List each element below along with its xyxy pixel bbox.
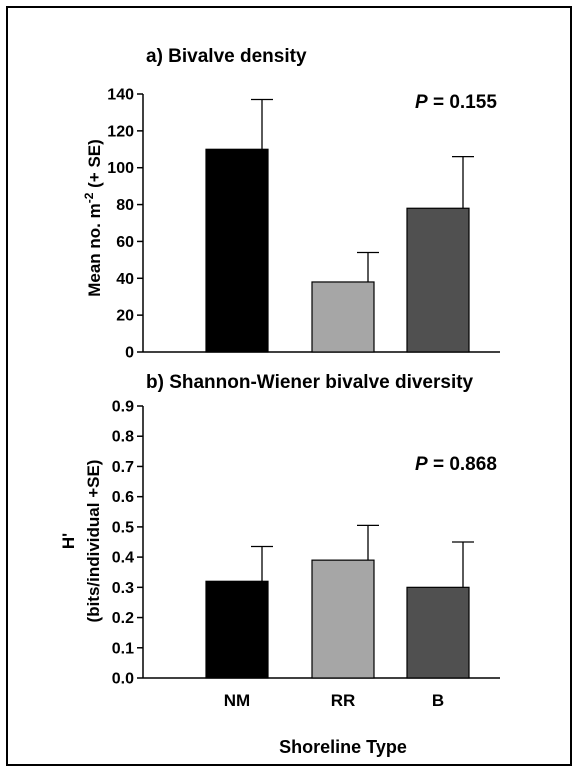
x-tick-label: B	[432, 691, 444, 710]
y-tick-label: 0.4	[112, 550, 134, 567]
bar-nm	[205, 580, 269, 679]
y-tick-label: 0	[125, 345, 134, 362]
figure-frame	[6, 6, 572, 766]
y-tick-label: 0.5	[112, 519, 134, 536]
x-tick-label: NM	[224, 691, 250, 710]
y-tick-label: 0.3	[112, 580, 134, 597]
y-tick-label: 80	[116, 197, 134, 214]
bar-b	[406, 586, 470, 679]
bar-rr	[311, 281, 375, 353]
bar-rr	[311, 559, 375, 679]
y-tick-label: 100	[107, 160, 134, 177]
x-axis-label: Shoreline Type	[279, 737, 407, 757]
y-axis-label: Mean no. m-2 (+ SE)	[82, 139, 104, 297]
y-tick-label: 120	[107, 123, 134, 140]
y-axis-label-line: (bits/individual +SE)	[84, 460, 103, 623]
y-tick-label: 0.9	[112, 399, 134, 416]
y-tick-label: 0.6	[112, 489, 134, 506]
p-value-annotation: P = 0.868	[415, 454, 497, 475]
y-tick-label: 140	[107, 87, 134, 104]
y-axis-label-line: H'	[59, 533, 78, 549]
chart-panel-2: b) Shannon-Wiener bivalve diversity 0.0 0.…	[59, 372, 500, 757]
chart-panel-1: a) Bivalve density 0 20 40 60 80 100 120 140 P = …	[82, 46, 500, 362]
p-value-annotation: P = 0.155	[415, 92, 497, 113]
bar-nm	[205, 148, 269, 353]
chart-title: b) Shannon-Wiener bivalve diversity	[146, 372, 474, 393]
y-tick-label: 0.1	[112, 640, 134, 657]
y-tick-label: 0.7	[112, 459, 134, 476]
y-tick-label: 20	[116, 308, 134, 325]
bar-b	[406, 207, 470, 353]
y-tick-label: 60	[116, 234, 134, 251]
chart-title: a) Bivalve density	[146, 46, 307, 67]
y-tick-label: 0.2	[112, 610, 134, 627]
y-tick-label: 0.0	[112, 671, 134, 688]
y-tick-label: 40	[116, 271, 134, 288]
y-tick-label: 0.8	[112, 429, 134, 446]
x-tick-label: RR	[331, 691, 356, 710]
